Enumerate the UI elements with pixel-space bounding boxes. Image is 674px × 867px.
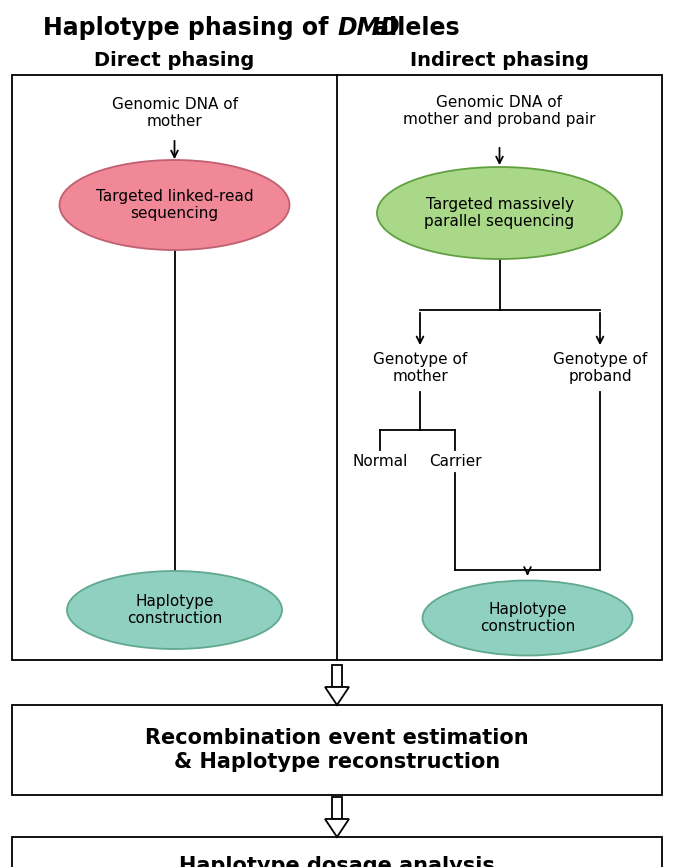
- Bar: [332, 665, 342, 687]
- Polygon shape: [325, 819, 349, 837]
- Text: Indirect phasing: Indirect phasing: [410, 50, 589, 69]
- Bar: [332, 797, 342, 819]
- Text: Genotype of
mother: Genotype of mother: [373, 352, 467, 384]
- Text: Direct phasing: Direct phasing: [94, 50, 255, 69]
- Ellipse shape: [423, 581, 632, 655]
- Text: Targeted linked-read
sequencing: Targeted linked-read sequencing: [96, 189, 253, 221]
- Polygon shape: [325, 687, 349, 705]
- Text: Genotype of
proband: Genotype of proband: [553, 352, 647, 384]
- Text: Recombination event estimation
& Haplotype reconstruction: Recombination event estimation & Haploty…: [145, 728, 529, 772]
- Text: Carrier: Carrier: [429, 453, 481, 468]
- Text: Haplotype dosage analysis: Haplotype dosage analysis: [179, 856, 495, 867]
- Text: DMD: DMD: [337, 16, 400, 40]
- Text: alleles: alleles: [365, 16, 460, 40]
- Ellipse shape: [59, 160, 290, 250]
- Text: Genomic DNA of
mother: Genomic DNA of mother: [111, 97, 237, 129]
- Ellipse shape: [377, 167, 622, 259]
- Text: Haplotype
construction: Haplotype construction: [480, 602, 575, 634]
- Text: Targeted massively
parallel sequencing: Targeted massively parallel sequencing: [425, 197, 574, 229]
- Bar: [12, 75, 662, 660]
- Text: Normal: Normal: [353, 453, 408, 468]
- Text: Genomic DNA of
mother and proband pair: Genomic DNA of mother and proband pair: [403, 95, 596, 127]
- Bar: [12, 705, 662, 795]
- Bar: [12, 837, 662, 867]
- Ellipse shape: [67, 571, 282, 649]
- Text: Haplotype
construction: Haplotype construction: [127, 594, 222, 626]
- Text: Haplotype phasing of: Haplotype phasing of: [43, 16, 337, 40]
